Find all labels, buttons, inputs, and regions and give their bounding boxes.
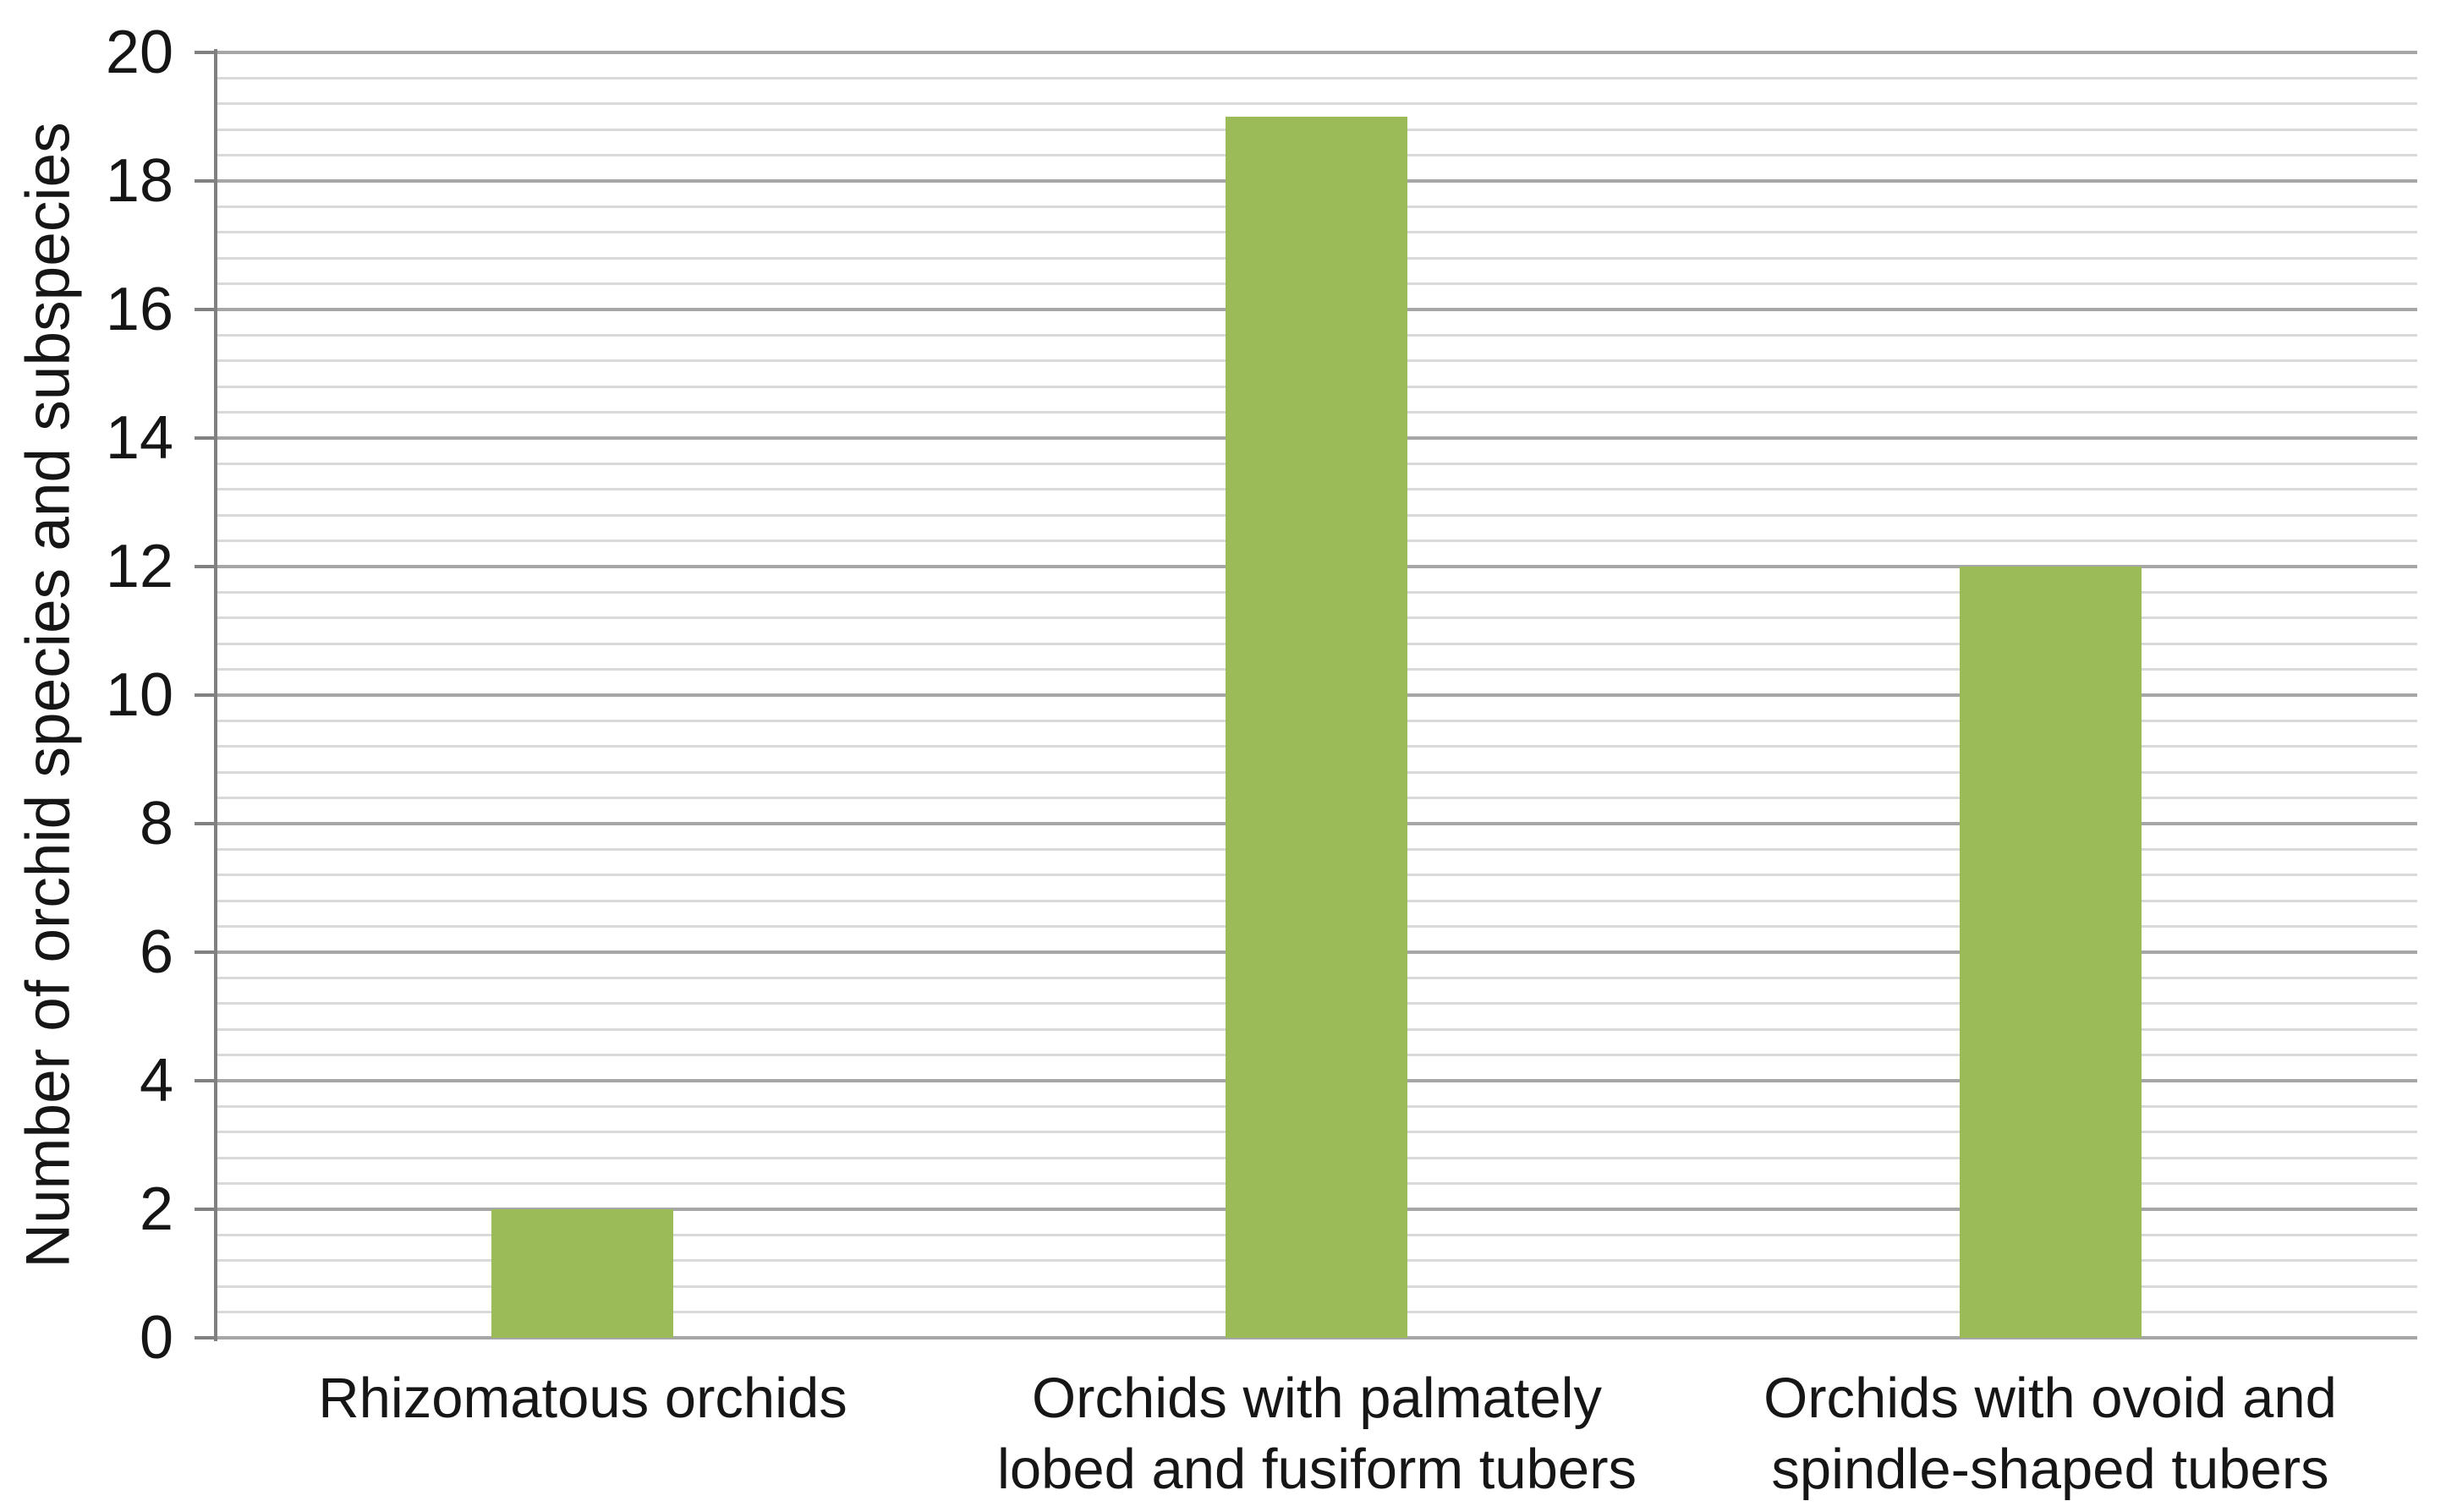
y-axis-tick-label: 0 <box>139 1304 173 1372</box>
y-axis-tick <box>195 693 217 697</box>
y-axis-tick <box>195 436 217 440</box>
y-axis-tick <box>195 565 217 568</box>
y-axis-tick <box>195 1208 217 1211</box>
y-axis-tick <box>195 950 217 954</box>
y-axis-tick-label: 20 <box>105 19 173 86</box>
minor-gridline <box>216 102 2417 105</box>
y-axis-tick-label: 14 <box>105 404 173 472</box>
y-axis-tick-label: 10 <box>105 661 173 729</box>
y-axis-tick <box>195 822 217 825</box>
y-axis-tick <box>195 308 217 311</box>
y-axis-tick-label: 8 <box>139 790 173 857</box>
y-axis-tick-label: 18 <box>105 147 173 215</box>
y-axis-tick-label: 12 <box>105 533 173 600</box>
y-axis-tick-label: 16 <box>105 276 173 343</box>
y-axis-tick <box>195 51 217 54</box>
y-axis-tick <box>195 179 217 183</box>
x-axis-label: Rhizomatous orchids <box>318 1367 847 1430</box>
major-gridline <box>216 1336 2417 1339</box>
bar <box>1960 567 2142 1338</box>
major-gridline <box>216 51 2417 54</box>
x-axis-label: Orchids with palmately lobed and fusifor… <box>996 1367 1637 1501</box>
y-axis-tick <box>195 1336 217 1339</box>
bar <box>1226 117 1407 1338</box>
x-axis-label: Orchids with ovoid and spindle-shaped tu… <box>1763 1367 2337 1501</box>
y-axis-tick-label: 2 <box>139 1175 173 1243</box>
bar <box>491 1209 673 1338</box>
minor-gridline <box>216 77 2417 79</box>
y-axis-tick-label: 4 <box>139 1047 173 1115</box>
y-axis-tick <box>195 1079 217 1082</box>
y-axis-tick-label: 6 <box>139 918 173 986</box>
